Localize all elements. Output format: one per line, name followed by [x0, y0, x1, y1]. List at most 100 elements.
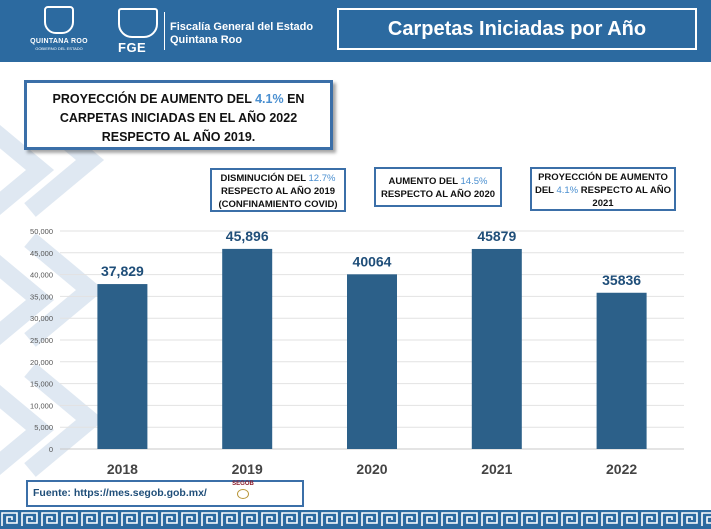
- x-tick-label-2020: 2020: [356, 461, 387, 477]
- note-2022-line3: 2021: [592, 198, 614, 209]
- state-emblem-icon: [44, 6, 74, 34]
- y-tick-label: 0: [49, 445, 53, 454]
- x-tick-label-2022: 2022: [606, 461, 637, 477]
- note-2021-pct: 14.5%: [460, 176, 488, 187]
- note-2022-line1: PROYECCIÓN DE AUMENTO: [538, 172, 668, 183]
- greek-key-motif: [521, 512, 538, 526]
- fge-logo: FGE: [118, 8, 158, 55]
- greek-key-motif: [681, 512, 698, 526]
- greek-key-motif: [541, 512, 558, 526]
- note-2019-line3: (CONFINAMIENTO COVID): [218, 199, 338, 210]
- greek-key-motif: [361, 512, 378, 526]
- note-2022: PROYECCIÓN DE AUMENTO DEL 4.1% RESPECTO …: [530, 167, 676, 211]
- segob-logo-text: SEGOB: [232, 481, 254, 487]
- greek-key-motif: [41, 512, 58, 526]
- greek-key-motif: [101, 512, 118, 526]
- segob-logo: SEGOB: [228, 481, 258, 499]
- header-bar: QUINTANA ROO GOBIERNO DEL ESTADO FGE Fis…: [0, 0, 711, 62]
- fge-emblem-icon: [118, 8, 158, 38]
- greek-key-motif: [261, 512, 278, 526]
- y-tick-label: 5,000: [34, 423, 53, 432]
- data-label-2021: 45879: [477, 228, 516, 244]
- greek-key-motif: [481, 512, 498, 526]
- note-2021: AUMENTO DEL 14.5% RESPECTO AL AÑO 2020: [374, 167, 502, 207]
- y-tick-label: 15,000: [30, 380, 53, 389]
- y-tick-label: 25,000: [30, 336, 53, 345]
- data-label-2019: 45,896: [226, 228, 269, 244]
- y-tick-label: 30,000: [30, 314, 53, 323]
- greek-key-motif: [661, 512, 678, 526]
- greek-key-motif: [301, 512, 318, 526]
- greek-key-pattern: [1, 512, 711, 526]
- note-2019-prefix: DISMINUCIÓN DEL: [220, 173, 309, 184]
- greek-key-motif: [501, 512, 518, 526]
- main-note-line2: CARPETAS INICIADAS EN EL AÑO 2022: [59, 111, 298, 125]
- note-2022-pct: 4.1%: [556, 185, 579, 196]
- fiscalia-line1: Fiscalía General del Estado: [170, 21, 314, 33]
- bar-2019: [222, 248, 273, 449]
- y-tick-label: 45,000: [30, 249, 53, 258]
- source-box: Fuente: https://mes.segob.gob.mx/: [26, 480, 304, 507]
- greek-key-motif: [561, 512, 578, 526]
- greek-key-motif: [321, 512, 338, 526]
- greek-key-motif: [281, 512, 298, 526]
- slide-title: Carpetas Iniciadas por Año: [337, 8, 697, 50]
- y-tick-label: 40,000: [30, 271, 53, 280]
- greek-key-motif: [341, 512, 358, 526]
- greek-key-motif: [621, 512, 638, 526]
- greek-key-motif: [441, 512, 458, 526]
- note-2019: DISMINUCIÓN DEL 12.7% RESPECTO AL AÑO 20…: [210, 168, 346, 212]
- main-projection-note: PROYECCIÓN DE AUMENTO DEL 4.1% EN CARPET…: [24, 80, 333, 150]
- bar-2022: [596, 292, 647, 449]
- y-tick-label: 20,000: [30, 358, 53, 367]
- greek-key-motif: [221, 512, 238, 526]
- main-note-prefix: PROYECCIÓN DE AUMENTO DEL: [52, 92, 256, 106]
- note-2019-pct: 12.7%: [308, 173, 336, 184]
- quintana-roo-logo: QUINTANA ROO GOBIERNO DEL ESTADO: [30, 6, 88, 60]
- x-tick-label-2018: 2018: [107, 461, 138, 477]
- greek-key-motif: [121, 512, 138, 526]
- greek-key-motif: [701, 512, 711, 526]
- data-label-2022: 35836: [602, 272, 641, 288]
- note-2022-line2: DEL 4.1% RESPECTO AL AÑO: [532, 184, 674, 197]
- x-tick-label-2021: 2021: [481, 461, 512, 477]
- bar-2021: [471, 248, 522, 449]
- greek-key-motif: [641, 512, 658, 526]
- note-2019-line1: DISMINUCIÓN DEL 12.7%: [212, 172, 344, 185]
- note-2022-mid: DEL: [534, 185, 557, 196]
- greek-key-motif: [581, 512, 598, 526]
- greek-key-motif: [421, 512, 438, 526]
- footer-greek-key-band: [0, 510, 711, 529]
- greek-key-motif: [141, 512, 158, 526]
- header-divider: [164, 12, 165, 50]
- greek-key-motif: [241, 512, 258, 526]
- x-tick-label-2019: 2019: [232, 461, 263, 477]
- main-note-suffix: EN: [283, 92, 305, 106]
- greek-key-motif: [181, 512, 198, 526]
- segob-seal-icon: [237, 489, 249, 499]
- greek-key-motif: [461, 512, 478, 526]
- y-tick-label: 10,000: [30, 401, 53, 410]
- data-label-2018: 37,829: [101, 263, 144, 279]
- greek-key-motif: [21, 512, 38, 526]
- main-note-line1: PROYECCIÓN DE AUMENTO DEL 4.1% EN: [27, 90, 330, 109]
- main-note-line3: RESPECTO AL AÑO 2019.: [101, 130, 256, 144]
- y-tick-label: 50,000: [30, 227, 53, 236]
- state-logo-text: QUINTANA ROO: [30, 38, 88, 45]
- note-2021-prefix: AUMENTO DEL: [388, 176, 461, 187]
- state-logo-subtext: GOBIERNO DEL ESTADO: [35, 46, 83, 51]
- greek-key-motif: [1, 512, 18, 526]
- greek-key-motif: [81, 512, 98, 526]
- note-2021-line2: RESPECTO AL AÑO 2020: [380, 189, 496, 200]
- bar-2018: [97, 284, 148, 449]
- bar-2020: [347, 274, 397, 449]
- greek-key-motif: [161, 512, 178, 526]
- source-text: Fuente: https://mes.segob.gob.mx/: [33, 487, 207, 499]
- fge-logo-text: FGE: [118, 40, 147, 55]
- data-label-2020: 40064: [353, 253, 392, 269]
- main-note-pct: 4.1%: [255, 92, 284, 106]
- greek-key-motif: [381, 512, 398, 526]
- greek-key-motif: [201, 512, 218, 526]
- greek-key-motif: [61, 512, 78, 526]
